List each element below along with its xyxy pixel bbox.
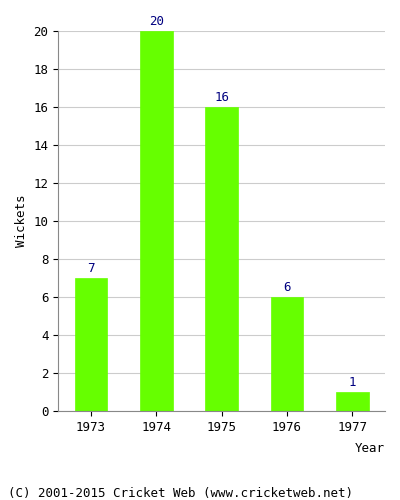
Text: 6: 6 [283, 282, 291, 294]
Text: 20: 20 [149, 15, 164, 28]
Text: (C) 2001-2015 Cricket Web (www.cricketweb.net): (C) 2001-2015 Cricket Web (www.cricketwe… [8, 488, 353, 500]
Bar [271, 297, 303, 411]
Bar [75, 278, 107, 411]
Text: 16: 16 [214, 91, 229, 104]
Y-axis label: Wickets: Wickets [15, 195, 28, 248]
Text: Year: Year [355, 442, 385, 454]
Text: 7: 7 [87, 262, 95, 275]
Bar [336, 392, 369, 411]
Bar [205, 107, 238, 411]
Bar [140, 31, 173, 411]
Text: 1: 1 [348, 376, 356, 390]
